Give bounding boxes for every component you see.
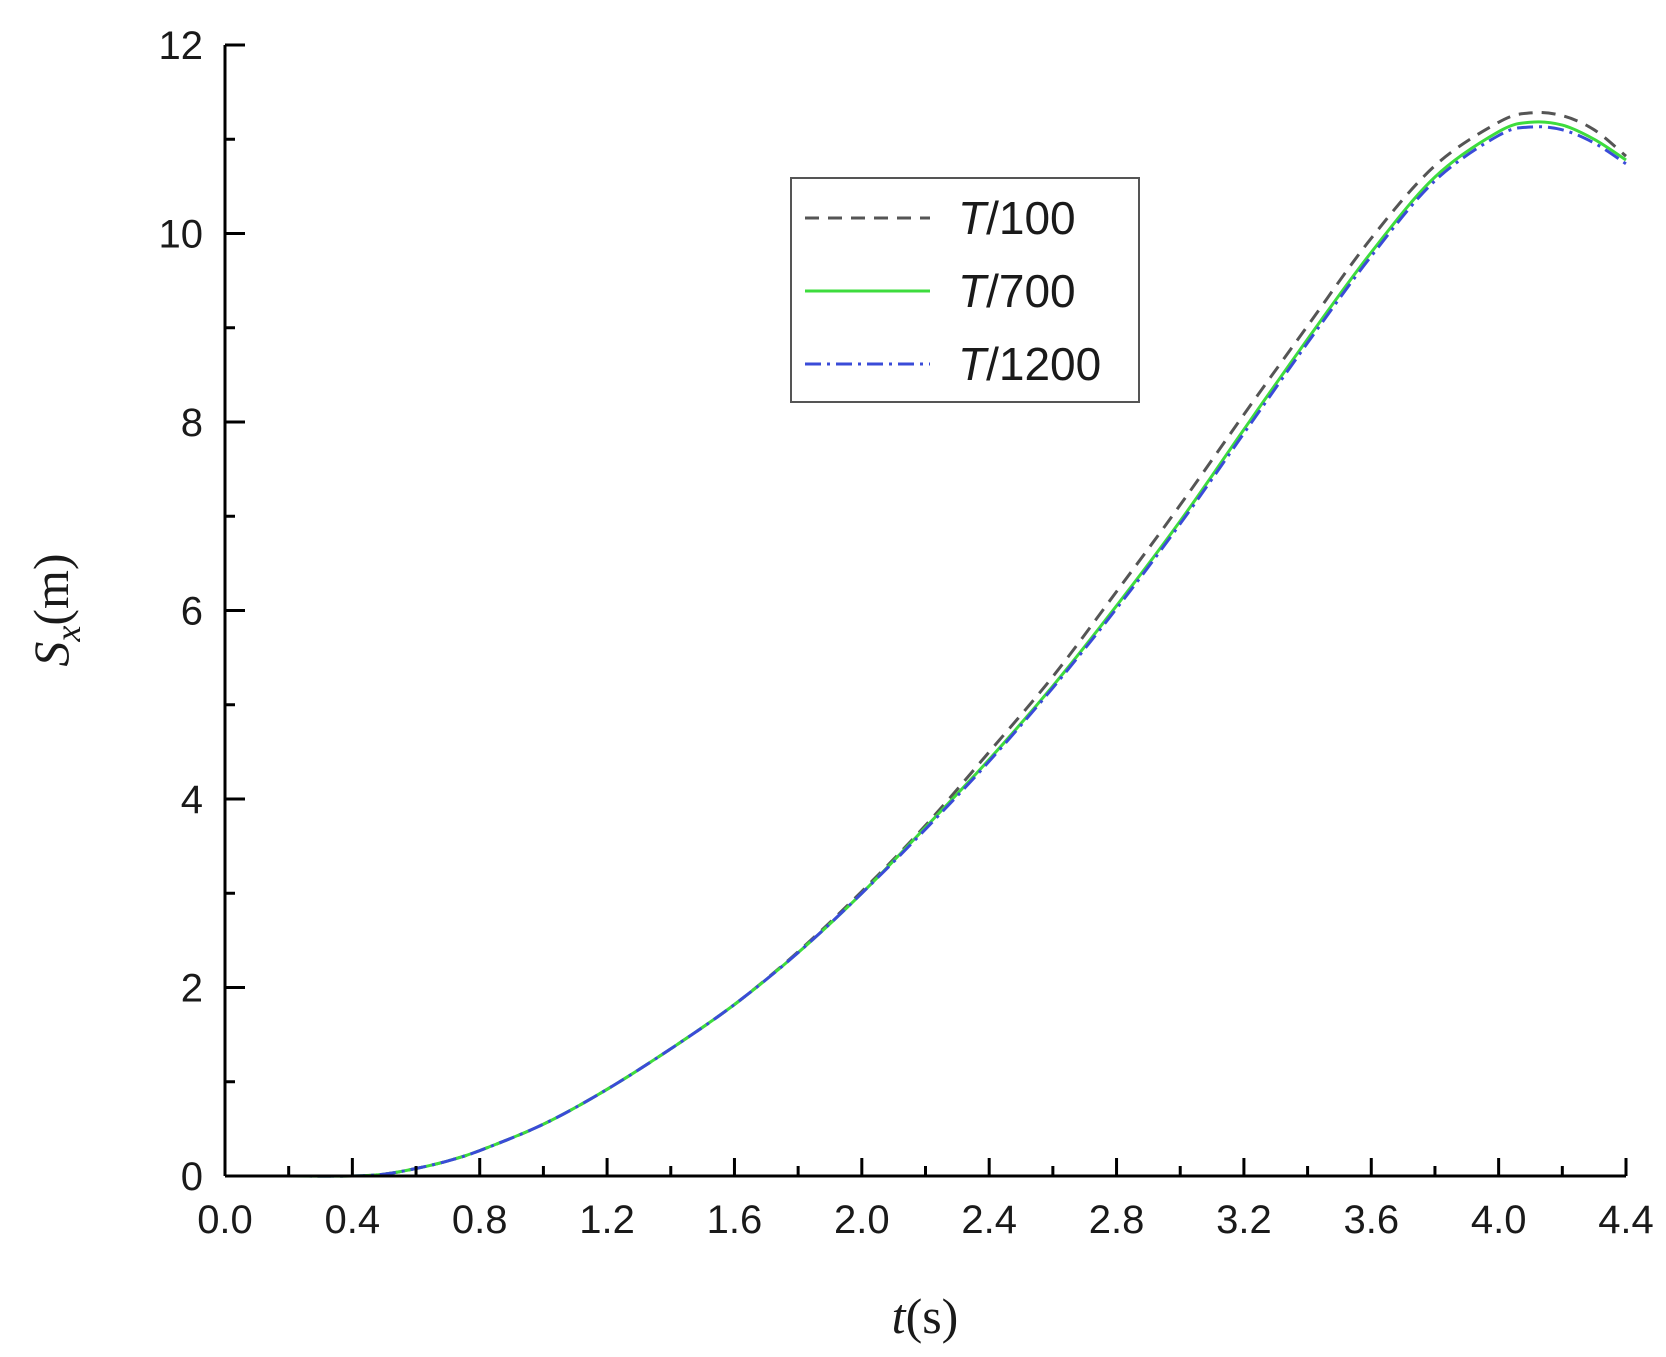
y-tick-label: 12 [159,24,204,68]
x-tick-label: 4.4 [1598,1198,1654,1242]
y-axis-label: Sx(m) [23,553,88,666]
x-tick-label: 4.0 [1471,1198,1527,1242]
x-tick-label: 2.8 [1089,1198,1145,1242]
x-tick-label: 3.6 [1343,1198,1399,1242]
series-line-1 [224,110,1627,1178]
y-tick-label: 10 [159,213,204,257]
axis-ticks: 0.0 0.4 0.8 1.2 1.6 2.0 2.4 2.8 3.2 3.6 4.0 4.4 0 2 4 6… [159,24,1654,1242]
x-tick-label: 3.2 [1216,1198,1272,1242]
x-tick-label: 0.0 [197,1198,253,1242]
x-axis-label: t(s) [892,1288,959,1344]
x-tick-label: 1.6 [707,1198,763,1242]
series-line-3 [224,125,1627,1178]
legend-label-3: T/1200 [958,338,1101,390]
series-group [224,110,1627,1178]
x-tick-label: 0.8 [452,1198,508,1242]
y-tick-label: 6 [181,590,203,634]
y-tick-label: 0 [181,1155,203,1199]
legend-label-2: T/700 [958,265,1076,317]
legend-label-1: T/100 [958,192,1076,244]
legend: T/100 T/700 T/1200 [790,177,1140,403]
y-tick-label: 2 [181,967,203,1011]
x-tick-label: 1.2 [579,1198,635,1242]
x-tick-label: 2.0 [834,1198,890,1242]
x-tick-label: 0.4 [325,1198,381,1242]
y-tick-label: 8 [181,401,203,445]
y-tick-label: 4 [181,778,203,822]
x-tick-label: 2.4 [961,1198,1017,1242]
